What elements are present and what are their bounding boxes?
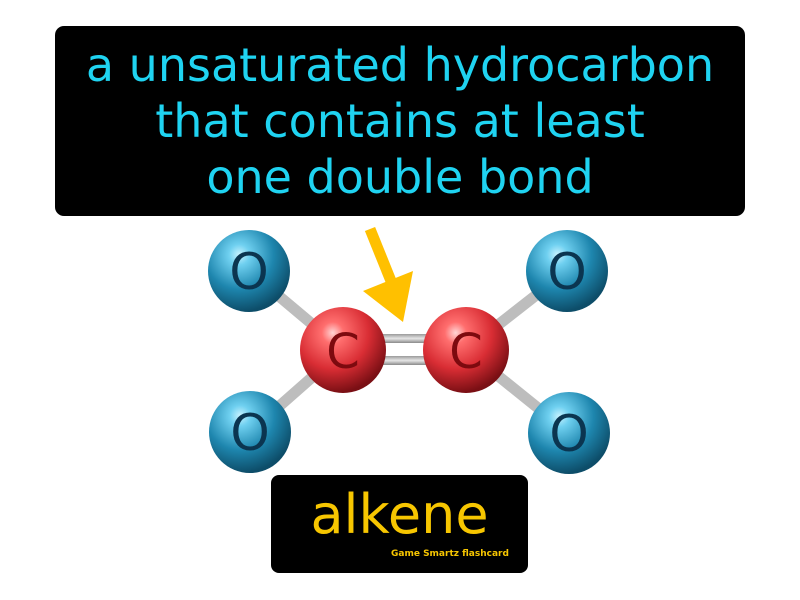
brand-label: Game Smartz flashcard bbox=[391, 549, 509, 559]
definition-line-3: one double bond bbox=[206, 150, 594, 204]
bonds bbox=[243, 265, 575, 439]
atom-label: C bbox=[326, 324, 360, 380]
oxygen-atom-top-right: O bbox=[526, 230, 608, 312]
atom-label: C bbox=[449, 324, 483, 380]
term-title: alkene bbox=[310, 483, 489, 546]
term-box: alkene Game Smartz flashcard bbox=[271, 475, 528, 573]
arrow-icon bbox=[363, 226, 413, 322]
atom-label: O bbox=[549, 405, 588, 463]
double-bond-upper bbox=[343, 334, 466, 343]
carbon-atom-left: C bbox=[300, 307, 386, 393]
oxygen-atom-bottom-right: O bbox=[528, 392, 610, 474]
atom-label: O bbox=[547, 243, 586, 301]
atom-label: O bbox=[230, 404, 269, 462]
double-bond-lower bbox=[343, 356, 466, 365]
oxygen-atom-bottom-left: O bbox=[209, 391, 291, 473]
definition-line-1: a unsaturated hydrocarbon bbox=[85, 38, 715, 92]
definition-box: a unsaturated hydrocarbon that contains … bbox=[55, 26, 745, 216]
atom-label: O bbox=[229, 243, 268, 301]
definition-line-2: that contains at least bbox=[155, 94, 645, 148]
oxygen-atom-top-left: O bbox=[208, 230, 290, 312]
carbon-atom-right: C bbox=[423, 307, 509, 393]
